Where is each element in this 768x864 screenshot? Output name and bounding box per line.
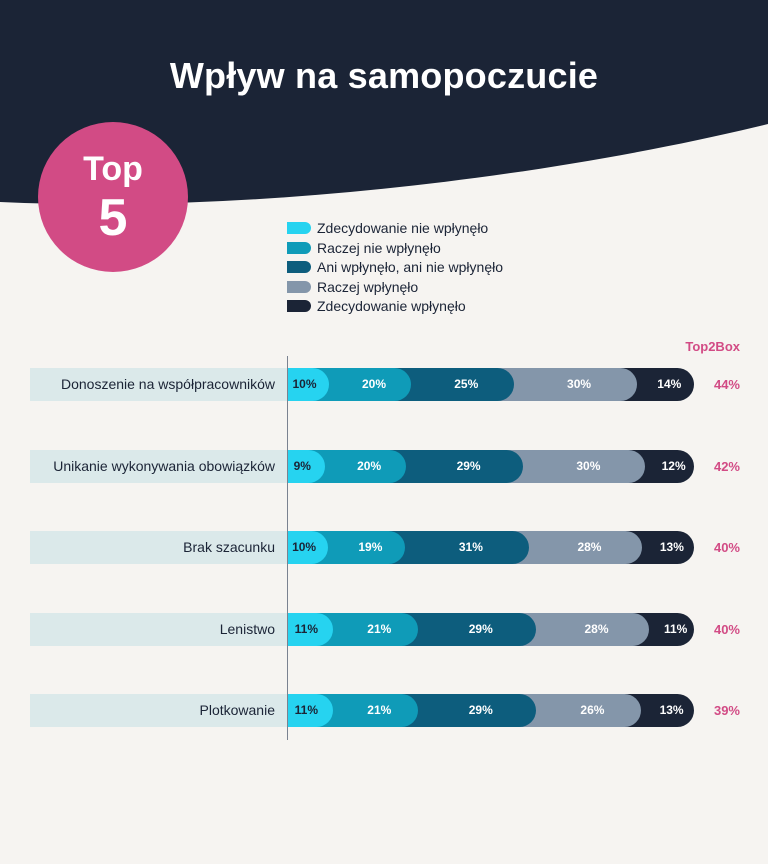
- segment-value-label: 29%: [468, 703, 493, 717]
- segment-value-label: 9%: [293, 458, 311, 473]
- segment-value-label: 13%: [659, 540, 684, 554]
- stacked-bar: 9% 20% 29% 30% 12%: [288, 449, 694, 483]
- stacked-bar: 10% 19% 31% 28% 13%: [288, 531, 694, 564]
- row-label-background: [30, 449, 287, 483]
- category-label: Brak szacunku: [183, 539, 275, 555]
- segment-value-label: 20%: [357, 458, 382, 473]
- legend-label: Raczej wpłynęło: [317, 278, 419, 295]
- stacked-bar: 11% 21% 29% 28% 11%: [288, 612, 694, 646]
- stacked-bar: 10% 20% 25% 30% 14%: [288, 368, 694, 401]
- badge-line1: Top: [83, 150, 143, 188]
- segment-value-label: 14%: [657, 377, 682, 391]
- segment-value-label: 19%: [358, 540, 383, 554]
- segment-value-label: 30%: [576, 458, 601, 473]
- row-label-background: [30, 531, 287, 564]
- segment-value-label: 11%: [294, 621, 318, 636]
- top2box-value: 44%: [713, 377, 740, 392]
- category-label: Plotkowanie: [199, 702, 276, 718]
- legend-swatch: [287, 280, 311, 293]
- top2box-header: Top2Box: [685, 339, 740, 354]
- segment-value-label: 28%: [584, 621, 609, 636]
- legend-swatch: [287, 300, 311, 312]
- segment-value-label: 26%: [580, 703, 605, 717]
- top2box-value: 40%: [713, 621, 740, 637]
- category-label: Donoszenie na współpracowników: [60, 376, 275, 392]
- badge-line2: 5: [98, 189, 128, 247]
- segment-value-label: 11%: [663, 621, 688, 636]
- top2box-value: 40%: [713, 540, 740, 555]
- legend-label: Ani wpłynęło, ani nie wpłynęło: [317, 259, 503, 275]
- segment-value-label: 10%: [292, 540, 317, 554]
- segment-value-label: 29%: [468, 621, 493, 636]
- legend-swatch: [287, 261, 311, 273]
- legend-label: Zdecydowanie nie wpłynęło: [317, 220, 489, 236]
- legend-swatch: [287, 241, 311, 254]
- bar-segment: [288, 612, 333, 646]
- legend-label: Zdecydowanie wpłynęło: [317, 298, 466, 314]
- bar-segment: [288, 449, 325, 483]
- segment-value-label: 10%: [292, 377, 317, 391]
- row-label-background: [30, 368, 287, 401]
- legend-label: Raczej nie wpłynęło: [317, 239, 441, 256]
- legend-swatch: [287, 222, 311, 234]
- segment-value-label: 30%: [567, 377, 592, 391]
- segment-value-label: 28%: [577, 540, 602, 554]
- bar-segment: [288, 531, 329, 564]
- segment-value-label: 31%: [458, 540, 483, 554]
- top5-badge: Top 5: [38, 122, 188, 272]
- segment-value-label: 11%: [294, 703, 318, 717]
- top2box-value: 39%: [713, 703, 740, 718]
- category-label: Lenistwo: [219, 620, 275, 637]
- segment-value-label: 25%: [454, 377, 479, 391]
- segment-value-label: 13%: [659, 703, 684, 717]
- bar-segment: [288, 368, 329, 401]
- segment-value-label: 21%: [367, 703, 392, 717]
- top2box-value: 42%: [713, 458, 740, 474]
- page-title: Wpływ na samopoczucie: [169, 55, 599, 96]
- bar-segment: [288, 694, 333, 727]
- segment-value-label: 12%: [661, 458, 686, 473]
- stacked-bar: 11% 21% 29% 26% 13%: [288, 694, 694, 727]
- segment-value-label: 29%: [456, 458, 481, 473]
- segment-value-label: 21%: [367, 621, 392, 636]
- chart-axis-line: [287, 356, 288, 740]
- segment-value-label: 20%: [361, 377, 387, 391]
- category-label: Unikanie wykonywania obowiązków: [53, 457, 275, 474]
- row-label-background: [30, 694, 287, 727]
- row-label-background: [30, 612, 287, 646]
